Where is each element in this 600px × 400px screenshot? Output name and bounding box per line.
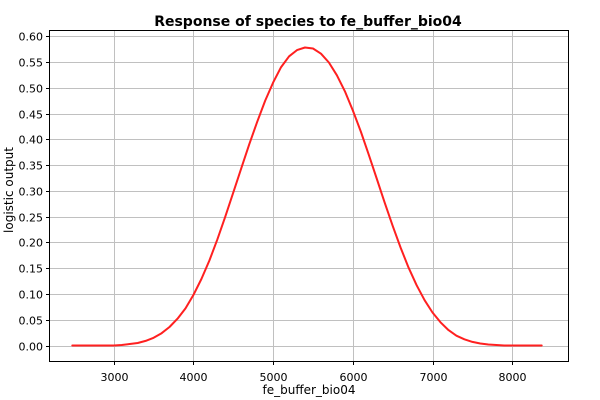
y-tick-label: 0.35	[19, 160, 44, 173]
y-tick-label: 0.40	[19, 134, 44, 147]
x-grid	[114, 31, 513, 361]
y-grid	[50, 36, 568, 347]
y-tick-label: 0.30	[19, 186, 44, 199]
plot-area	[49, 30, 569, 362]
y-tick-label: 0.20	[19, 237, 44, 250]
y-axis-label: logistic output	[2, 147, 16, 233]
y-tick-label: 0.00	[19, 341, 44, 354]
x-tick-label: 8000	[499, 371, 527, 384]
series-line	[71, 46, 543, 347]
y-tick-label: 0.55	[19, 57, 44, 70]
x-axis-label: fe_buffer_bio04	[263, 383, 356, 397]
y-tick-label: 0.60	[19, 31, 44, 44]
x-axis: 3000 4000 5000 6000 7000 8000	[101, 361, 527, 384]
y-tick-label: 0.15	[19, 263, 44, 276]
y-tick-label: 0.50	[19, 83, 44, 96]
y-tick-label: 0.25	[19, 212, 44, 225]
chart-title: Response of species to fe_buffer_bio04	[154, 14, 462, 30]
x-tick-label: 6000	[340, 371, 368, 384]
x-tick-label: 4000	[180, 371, 208, 384]
x-tick-label: 3000	[101, 371, 129, 384]
y-tick-label: 0.45	[19, 109, 44, 122]
y-tick-label: 0.05	[19, 315, 44, 328]
x-tick-label: 5000	[260, 371, 288, 384]
y-axis: 0.00 0.05 0.10 0.15 0.20 0.25 0.30 0.35 0.40 0.45…	[19, 31, 50, 354]
series-layer	[71, 46, 543, 347]
y-tick-label: 0.10	[19, 289, 44, 302]
x-tick-label: 7000	[420, 371, 448, 384]
